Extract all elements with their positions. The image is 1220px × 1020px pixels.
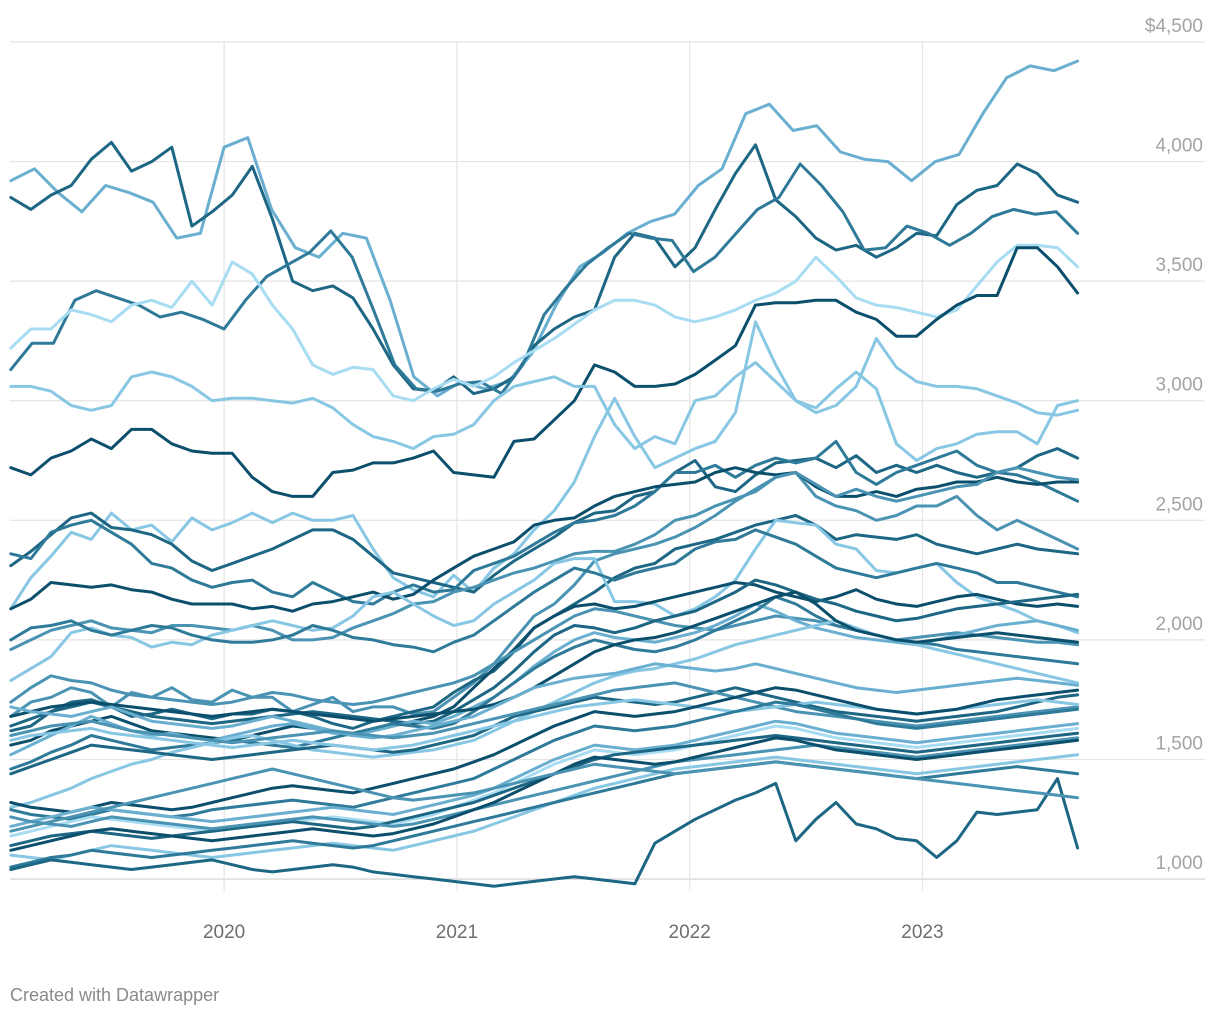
series-line-3 bbox=[9, 162, 1080, 396]
x-axis-tick-labels: 2020 2021 2022 2023 bbox=[203, 922, 944, 943]
series-line-11 bbox=[9, 466, 1080, 613]
y-tick-label: 2,000 bbox=[1155, 614, 1203, 635]
series-line-31 bbox=[9, 731, 1080, 848]
series-line-4 bbox=[9, 243, 1080, 403]
series-line-2 bbox=[9, 140, 1080, 396]
series-line-32 bbox=[9, 736, 1080, 831]
y-tick-label: $4,500 bbox=[1145, 16, 1203, 37]
x-gridlines bbox=[223, 42, 924, 891]
series-line-18 bbox=[9, 578, 1080, 728]
x-tick-label: 2021 bbox=[436, 922, 478, 943]
series-line-29 bbox=[9, 719, 1080, 828]
series-line-28 bbox=[9, 700, 1080, 821]
series-line-24 bbox=[9, 686, 1080, 776]
series-line-33 bbox=[9, 736, 1080, 852]
series-line-6 bbox=[9, 337, 1080, 451]
series-line-7 bbox=[9, 320, 1080, 611]
series-line-25 bbox=[9, 681, 1080, 745]
series-line-15 bbox=[9, 528, 1080, 654]
y-tick-label: 2,500 bbox=[1155, 494, 1203, 515]
series-line-36 bbox=[9, 777, 1080, 888]
series-line-16 bbox=[9, 581, 1080, 747]
series-line-5 bbox=[9, 246, 1080, 498]
series-line-23 bbox=[9, 662, 1080, 740]
x-tick-label: 2020 bbox=[203, 922, 245, 943]
series-line-8 bbox=[9, 447, 1080, 594]
y-tick-label: 4,000 bbox=[1155, 136, 1203, 157]
series-line-22 bbox=[9, 590, 1080, 723]
series-line-27 bbox=[9, 686, 1080, 814]
y-tick-label: 3,000 bbox=[1155, 375, 1203, 396]
series-line-30 bbox=[9, 724, 1080, 838]
credit-text: Created with Datawrapper bbox=[10, 985, 220, 1005]
x-tick-label: 2023 bbox=[901, 922, 943, 943]
series-line-12 bbox=[9, 466, 1080, 651]
y-tick-label: 1,000 bbox=[1155, 853, 1203, 874]
series-line-1 bbox=[9, 59, 1080, 398]
y-axis-tick-labels: 1,000 1,500 2,000 2,500 3,000 3,500 4,000 $4,50… bbox=[1145, 16, 1203, 874]
y-tick-label: 1,500 bbox=[1155, 733, 1203, 754]
series-lines bbox=[9, 59, 1080, 888]
y-tick-label: 3,500 bbox=[1155, 255, 1203, 276]
x-tick-label: 2022 bbox=[669, 922, 711, 943]
series-line-37 bbox=[9, 760, 1080, 833]
series-line-9 bbox=[9, 439, 1080, 606]
series-line-10 bbox=[9, 471, 1080, 718]
